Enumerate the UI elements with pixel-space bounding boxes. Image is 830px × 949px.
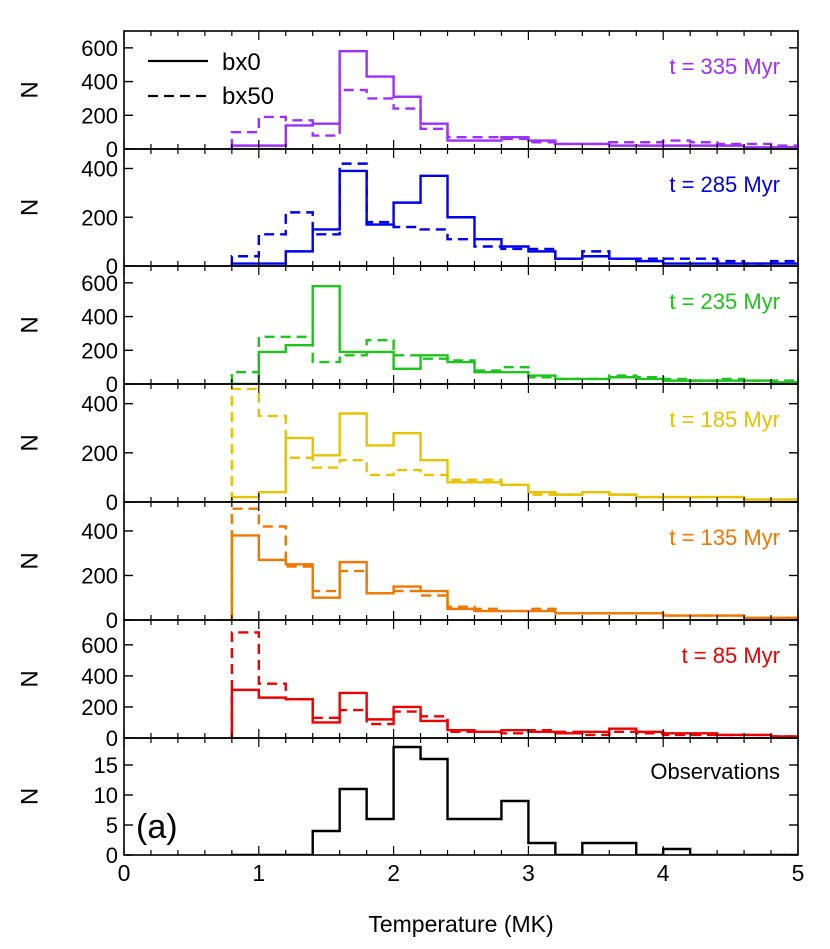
panel-label: (a) bbox=[136, 808, 178, 846]
panel-frame-4 bbox=[123, 501, 799, 621]
panel-5: 0 200 400 600 Nt = 85 Myr bbox=[16, 619, 799, 751]
x-axis-label: Temperature (MK) bbox=[368, 911, 553, 937]
x-tick-label-1: 1 bbox=[252, 860, 265, 886]
series-bx50-panel-4 bbox=[230, 507, 798, 620]
panel-frame-6 bbox=[123, 737, 799, 856]
y-axis-label-3: N bbox=[16, 434, 43, 451]
y-tick-label-0-0: 0 bbox=[106, 137, 118, 162]
series-observations-panel-6 bbox=[231, 745, 798, 855]
panel-annotation-2: t = 235 Myr bbox=[669, 289, 780, 314]
y-tick-label-6-3: 15 bbox=[94, 753, 118, 778]
series-bx0-panel-1 bbox=[230, 169, 798, 266]
y-axis-label-6: N bbox=[16, 788, 43, 805]
y-axis-label-2: N bbox=[16, 316, 43, 333]
y-tick-label-5-0: 0 bbox=[106, 726, 118, 751]
y-tick-label-3-1: 200 bbox=[81, 441, 118, 466]
panel-frame-1 bbox=[123, 148, 799, 267]
y-tick-label-2-3: 600 bbox=[81, 271, 118, 296]
series-bx50-panel-0 bbox=[230, 88, 798, 149]
y-tick-label-4-2: 400 bbox=[81, 519, 118, 544]
y-tick-label-1-2: 400 bbox=[81, 157, 118, 182]
x-tick-label-5: 5 bbox=[792, 860, 805, 886]
panel-annotation-5: t = 85 Myr bbox=[682, 643, 780, 668]
panel-frame-2 bbox=[123, 265, 799, 385]
panel-4: 0 200 400 Nt = 135 Myr bbox=[16, 501, 799, 633]
series-bx50-panel-2 bbox=[230, 335, 798, 384]
y-tick-label-6-1: 5 bbox=[106, 813, 118, 838]
panel-frame-3 bbox=[123, 383, 799, 503]
panel-annotation-4: t = 135 Myr bbox=[669, 525, 780, 550]
y-tick-label-0-1: 200 bbox=[81, 103, 118, 128]
x-tick-label-2: 2 bbox=[387, 860, 400, 886]
x-tick-label-0: 0 bbox=[118, 860, 131, 886]
y-axis-label-0: N bbox=[16, 81, 43, 98]
panel-annotation-3: t = 185 Myr bbox=[669, 407, 780, 432]
y-tick-label-3-0: 0 bbox=[106, 490, 118, 515]
y-tick-label-5-3: 600 bbox=[81, 633, 118, 658]
y-tick-label-4-0: 0 bbox=[106, 608, 118, 633]
x-tick-label-4: 4 bbox=[657, 860, 670, 886]
series-bx0-panel-5 bbox=[230, 688, 798, 738]
panel-1: 0 200 400 Nt = 285 Myr bbox=[16, 148, 799, 279]
panel-0: 0 200 400 600 Nt = 335 Myr bbox=[16, 30, 799, 162]
y-tick-label-0-2: 400 bbox=[81, 70, 118, 95]
y-tick-label-2-0: 0 bbox=[106, 372, 118, 397]
x-tick-label-3: 3 bbox=[522, 860, 535, 886]
series-bx50-panel-3 bbox=[230, 387, 798, 502]
y-tick-label-1-0: 0 bbox=[106, 254, 118, 279]
panel-annotation-0: t = 335 Myr bbox=[669, 54, 780, 79]
series-bx0-panel-2 bbox=[231, 285, 798, 384]
legend-label-bx50: bx50 bbox=[222, 83, 274, 110]
panel-annotation-1: t = 285 Myr bbox=[669, 172, 780, 197]
y-tick-label-2-1: 200 bbox=[81, 338, 118, 363]
panel-frame-5 bbox=[123, 619, 799, 739]
y-tick-label-5-1: 200 bbox=[81, 695, 118, 720]
panel-6: 0 5 10 15 N Observations bbox=[16, 737, 799, 868]
y-axis-label-4: N bbox=[16, 552, 43, 569]
y-axis-label-5: N bbox=[16, 670, 43, 687]
y-tick-label-2-2: 400 bbox=[81, 305, 118, 330]
y-tick-label-4-1: 200 bbox=[81, 563, 118, 588]
y-tick-label-3-2: 400 bbox=[81, 392, 118, 417]
panel-3: 0 200 400 Nt = 185 Myr bbox=[16, 383, 799, 515]
panel-2: 0 200 400 600 Nt = 235 Myr bbox=[16, 265, 799, 397]
series-bx50-panel-1 bbox=[230, 162, 798, 266]
y-tick-label-6-0: 0 bbox=[106, 843, 118, 868]
y-tick-label-6-2: 10 bbox=[94, 783, 118, 808]
legend-label-bx0: bx0 bbox=[222, 49, 261, 76]
y-tick-label-0-3: 600 bbox=[81, 36, 118, 61]
panel-annotation-6: Observations bbox=[650, 759, 780, 784]
y-tick-label-5-2: 400 bbox=[81, 664, 118, 689]
y-axis-label-1: N bbox=[16, 199, 43, 216]
legend: bx0 bx50 bbox=[148, 49, 274, 110]
y-tick-label-1-1: 200 bbox=[81, 205, 118, 230]
